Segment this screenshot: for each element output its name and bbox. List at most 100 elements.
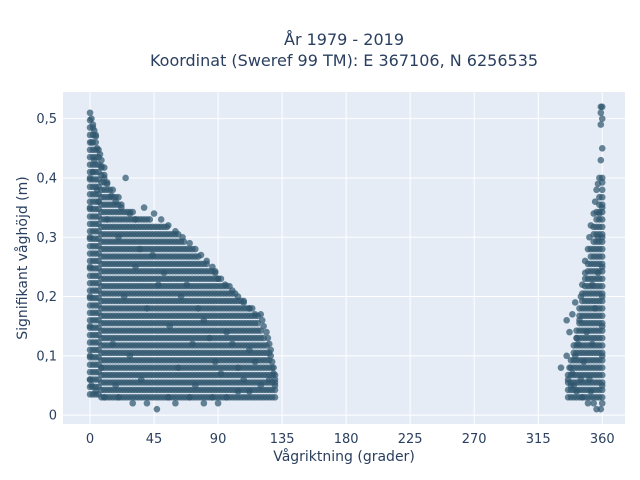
data-point [598, 179, 606, 186]
data-point [226, 282, 233, 290]
data-point [571, 299, 579, 306]
data-point [598, 342, 606, 349]
y-tick-label: 0 [49, 409, 57, 424]
data-point [598, 245, 606, 253]
data-point [118, 201, 125, 208]
data-point [174, 230, 182, 238]
data-point [598, 238, 606, 245]
data-point [100, 164, 108, 171]
data-point [248, 305, 256, 312]
y-tick-label: 0,5 [36, 112, 57, 127]
data-point [86, 109, 94, 117]
data-point [271, 386, 279, 394]
data-point [263, 328, 270, 336]
x-tick-label: 225 [398, 432, 423, 447]
data-point [598, 201, 606, 208]
data-point [598, 305, 606, 312]
chart-title-line-2: Koordinat (Sweref 99 TM): E 367106, N 62… [150, 51, 538, 70]
x-tick-label: 180 [334, 432, 359, 447]
data-point [563, 316, 570, 324]
data-point [598, 275, 606, 283]
data-point [598, 115, 606, 122]
data-point [598, 216, 606, 223]
data-point [231, 290, 239, 297]
data-point [266, 356, 273, 364]
data-point [100, 171, 108, 179]
data-point [98, 156, 105, 164]
data-point [140, 204, 148, 211]
data-point [598, 297, 606, 305]
x-tick-label: 45 [146, 432, 163, 447]
data-point [163, 223, 171, 231]
data-point [598, 268, 606, 275]
data-point [254, 319, 262, 327]
data-point [598, 364, 606, 371]
y-tick-label: 0,3 [36, 231, 57, 246]
data-point [566, 328, 573, 336]
data-point [598, 386, 606, 394]
data-point [189, 245, 196, 253]
data-point [593, 186, 600, 194]
data-point [266, 349, 273, 357]
data-point [598, 356, 606, 364]
data-point [240, 297, 247, 305]
data-point [597, 121, 605, 128]
data-point [86, 116, 94, 124]
data-point [217, 275, 225, 283]
x-tick-label: 90 [210, 432, 227, 447]
data-point [89, 124, 97, 131]
data-point [143, 399, 151, 407]
data-point [584, 399, 592, 407]
x-tick-label: 360 [590, 432, 615, 447]
y-axis-title: Signifikant våghöjd (m) [14, 176, 31, 339]
data-point [590, 399, 597, 407]
x-axis-ticks: 0 45 90 135 180 225 270 315 360 [86, 432, 615, 447]
y-tick-label: 0,1 [36, 349, 57, 364]
data-point [109, 186, 117, 194]
data-point [557, 364, 565, 371]
data-point [92, 131, 100, 139]
chart-title-line-1: År 1979 - 2019 [284, 30, 404, 49]
data-point [598, 223, 606, 231]
data-point [153, 405, 161, 413]
data-point [598, 103, 606, 111]
data-point [598, 327, 606, 334]
data-point [146, 216, 154, 223]
data-point [157, 216, 165, 223]
data-point [95, 146, 102, 154]
data-point [115, 193, 122, 201]
data-point [268, 364, 276, 371]
data-point [598, 260, 606, 268]
y-tick-label: 0,2 [36, 290, 57, 305]
data-point [200, 399, 208, 407]
data-point [254, 312, 262, 320]
data-point [260, 334, 267, 342]
data-point [214, 399, 222, 407]
data-point [203, 260, 211, 268]
data-point [598, 379, 606, 386]
data-point [598, 399, 606, 407]
data-point [103, 179, 111, 186]
x-tick-label: 0 [86, 432, 94, 447]
data-point [598, 186, 606, 194]
data-point [271, 379, 279, 386]
data-points [86, 103, 606, 413]
data-point [598, 394, 606, 401]
data-point [257, 327, 265, 334]
y-tick-label: 0,4 [36, 171, 57, 186]
data-point [194, 253, 202, 260]
data-point [263, 342, 270, 349]
data-point [598, 349, 606, 357]
data-point [172, 399, 179, 407]
data-point [563, 352, 570, 360]
data-point [598, 282, 606, 290]
data-point [180, 238, 188, 245]
data-point [129, 208, 137, 216]
data-point [598, 208, 606, 216]
data-point [598, 319, 606, 327]
data-point [597, 156, 605, 164]
data-point [122, 174, 129, 182]
data-point [598, 312, 606, 320]
x-axis-title: Vågriktning (grader) [273, 448, 415, 465]
